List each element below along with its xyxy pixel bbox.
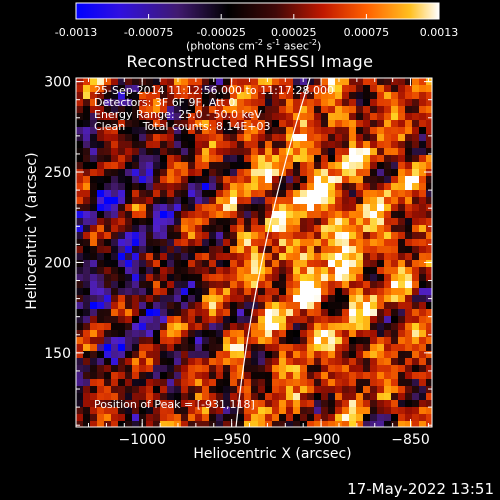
x-axis-label: Heliocentric X (arcsec) [193, 446, 352, 462]
axis-ticks: −1000 −950 −900 −850 150 200 250 300 [44, 75, 432, 448]
colorbar-tick-label: -0.00075 [124, 26, 173, 39]
y-tick-label: 150 [44, 346, 71, 362]
x-tick-label: −950 [212, 432, 250, 448]
colorbar-tick-label: 0.00075 [344, 26, 390, 39]
info-detectors: Detectors: 3F 6F 9F, Att 0 [94, 96, 236, 109]
colorbar: -0.0013 -0.00075 -0.00025 0.00025 0.00075 0.0… [55, 2, 458, 39]
footer-date: 17-May-2022 13:51 [347, 480, 494, 498]
colorbar-gradient [75, 2, 440, 20]
x-tick-label: −900 [302, 432, 340, 448]
x-tick-label: −850 [391, 432, 429, 448]
plot-title: Reconstructed RHESSI Image [126, 52, 374, 71]
y-tick-label: 300 [44, 75, 71, 91]
colorbar-tick-label: -0.0013 [55, 26, 97, 39]
y-axis-label: Heliocentric Y (arcsec) [24, 152, 40, 310]
y-tick-label: 200 [44, 255, 71, 271]
colorbar-tick-label: 0.00025 [271, 26, 317, 39]
info-method-counts: Clean Total counts: 8.14E+03 [94, 120, 271, 133]
info-energy-range: Energy Range: 25.0 - 50.0 keV [94, 108, 262, 121]
colorbar-units-label: (photons cm-2 s-1 asec-2) [186, 38, 322, 53]
plot-frame [75, 77, 433, 428]
y-tick-label: 250 [44, 165, 71, 181]
colorbar-tick-label: -0.00025 [196, 26, 245, 39]
solar-limb-line [235, 78, 311, 427]
x-tick-label: −1000 [119, 432, 166, 448]
colorbar-tick-label: 0.0013 [420, 26, 459, 39]
heatmap-image [76, 78, 432, 427]
colorbar-ticks: -0.0013 -0.00075 -0.00025 0.00025 0.00075 0.0… [55, 14, 458, 39]
info-time-range: 25-Sep-2014 11:12:56.000 to 11:17:28.000 [94, 84, 334, 97]
peak-position-label: Position of Peak = [-931,118] [94, 398, 255, 411]
